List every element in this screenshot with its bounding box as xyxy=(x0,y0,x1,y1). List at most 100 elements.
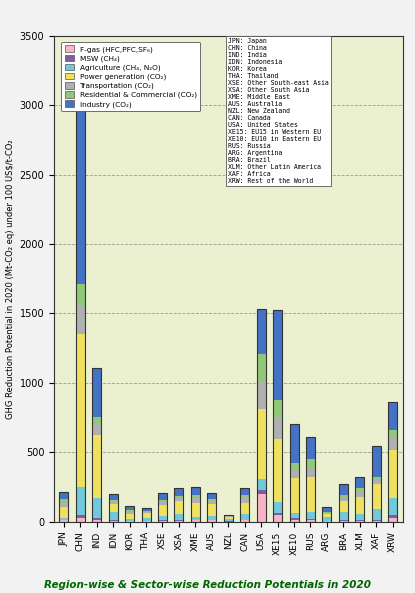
Bar xyxy=(256,381,266,409)
Bar xyxy=(109,501,118,504)
Text: Region-wise & Sector-wise Reduction Potentials in 2020: Region-wise & Sector-wise Reduction Pote… xyxy=(44,580,371,590)
Bar xyxy=(174,521,183,522)
Bar xyxy=(125,511,134,512)
Bar xyxy=(125,519,134,521)
Bar xyxy=(207,493,216,499)
Bar xyxy=(273,439,282,502)
Bar xyxy=(109,504,118,512)
Bar xyxy=(92,424,101,435)
Bar xyxy=(339,484,348,495)
Bar xyxy=(355,497,364,514)
Bar xyxy=(290,470,298,478)
Bar xyxy=(191,495,200,498)
Bar xyxy=(125,512,134,514)
Bar xyxy=(59,519,68,521)
Bar xyxy=(142,514,151,518)
Bar xyxy=(142,511,151,512)
Bar xyxy=(256,310,266,354)
Bar xyxy=(59,507,68,518)
Bar xyxy=(388,498,397,515)
Bar xyxy=(59,492,68,522)
Bar xyxy=(207,521,216,522)
Bar xyxy=(290,424,298,522)
Bar xyxy=(355,521,364,522)
Bar xyxy=(76,487,85,515)
Bar xyxy=(76,284,85,307)
Bar xyxy=(355,489,364,492)
Bar xyxy=(306,519,315,521)
Bar xyxy=(240,519,249,521)
Bar xyxy=(240,495,249,498)
Bar xyxy=(109,494,118,500)
Bar xyxy=(59,521,68,522)
Bar xyxy=(306,477,315,512)
Bar xyxy=(92,518,101,521)
Bar xyxy=(109,512,118,521)
Bar xyxy=(207,505,216,515)
Bar xyxy=(372,509,381,521)
Bar xyxy=(372,521,381,522)
Bar xyxy=(240,521,249,522)
Bar xyxy=(372,477,381,480)
Bar xyxy=(273,310,282,522)
Bar xyxy=(339,498,348,501)
Bar xyxy=(388,403,397,522)
Bar xyxy=(191,519,200,521)
Bar xyxy=(92,521,101,522)
Bar xyxy=(339,501,348,512)
Bar xyxy=(125,521,134,522)
Bar xyxy=(273,515,282,522)
Bar xyxy=(125,506,134,522)
Bar xyxy=(191,517,200,519)
Bar xyxy=(388,515,397,518)
Bar xyxy=(191,498,200,503)
Bar xyxy=(290,424,298,463)
Bar xyxy=(92,417,101,424)
Bar xyxy=(240,514,249,519)
Bar xyxy=(322,514,332,517)
Bar xyxy=(125,506,134,511)
Bar xyxy=(339,521,348,522)
Bar xyxy=(76,307,85,334)
Bar xyxy=(290,513,298,518)
Bar xyxy=(224,517,233,519)
Bar xyxy=(273,310,282,400)
Bar xyxy=(142,512,151,514)
Bar xyxy=(306,468,315,477)
Bar xyxy=(158,505,167,517)
Bar xyxy=(322,512,332,513)
Bar xyxy=(59,503,68,507)
Bar xyxy=(322,513,332,514)
Bar xyxy=(256,310,266,522)
Bar xyxy=(273,502,282,513)
Bar xyxy=(290,478,298,513)
Bar xyxy=(322,508,332,512)
Bar xyxy=(76,518,85,522)
Bar xyxy=(224,519,233,521)
Bar xyxy=(92,498,101,518)
Bar xyxy=(92,368,101,417)
Y-axis label: GHG Reduction Potential in 2020 (Mt-CO₂ eq) under 100 US$/t-CO₂: GHG Reduction Potential in 2020 (Mt-CO₂ … xyxy=(6,139,15,419)
Bar xyxy=(256,490,266,494)
Bar xyxy=(388,438,397,449)
Bar xyxy=(273,418,282,439)
Bar xyxy=(355,477,364,489)
Bar xyxy=(76,515,85,518)
Bar xyxy=(290,463,298,470)
Bar xyxy=(191,503,200,517)
Bar xyxy=(290,518,298,519)
Bar xyxy=(92,435,101,498)
Bar xyxy=(339,484,348,522)
Bar xyxy=(191,487,200,495)
Bar xyxy=(158,493,167,522)
Bar xyxy=(339,512,348,521)
Bar xyxy=(191,521,200,522)
Bar xyxy=(256,409,266,479)
Bar xyxy=(240,498,249,503)
Bar xyxy=(174,514,183,521)
Bar xyxy=(207,493,216,522)
Bar xyxy=(355,492,364,497)
Bar xyxy=(174,498,183,501)
Bar xyxy=(76,334,85,487)
Bar xyxy=(142,518,151,521)
